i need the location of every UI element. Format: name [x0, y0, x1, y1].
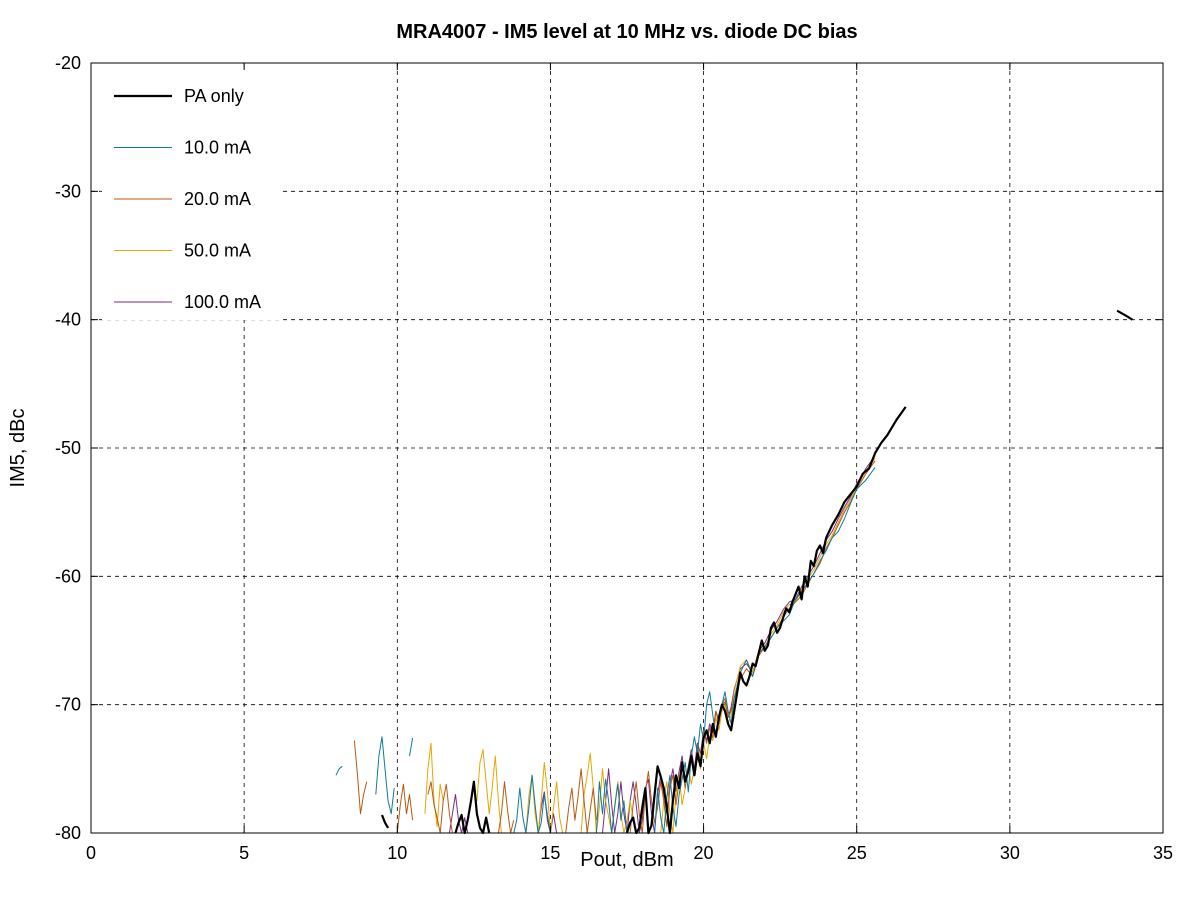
legend-label-100-0-ma: 100.0 mA: [184, 292, 261, 312]
x-tick-label: 30: [1000, 843, 1020, 863]
x-tick-label: 35: [1153, 843, 1173, 863]
axis-ticks: 0 5 10 15 20 25 30 35 -80 -70 -60 -50 -40 -30 -20: [55, 53, 1173, 863]
series-line-10-0-ma: [336, 322, 1132, 833]
x-tick-label: 0: [86, 843, 96, 863]
x-tick-label: 15: [540, 843, 560, 863]
x-tick-label: 5: [239, 843, 249, 863]
y-tick-label: -40: [55, 310, 81, 330]
legend-background: [102, 70, 282, 320]
y-axis-label: IM5, dBc: [7, 409, 29, 488]
y-tick-label: -30: [55, 181, 81, 201]
y-tick-label: -60: [55, 566, 81, 586]
y-tick-label: -20: [55, 53, 81, 73]
legend-label-20-0-ma: 20.0 mA: [184, 189, 251, 209]
x-tick-label: 20: [694, 843, 714, 863]
series-lines: [336, 309, 1133, 835]
y-tick-label: -70: [55, 695, 81, 715]
series-line-100-0-ma: [449, 325, 1132, 833]
series-line-20-0-ma: [354, 320, 1132, 833]
x-tick-label: 10: [387, 843, 407, 863]
legend: PA only 10.0 mA 20.0 mA 50.0 mA 100.0 mA: [102, 70, 282, 320]
y-tick-label: -50: [55, 438, 81, 458]
series-line-pa-only: [380, 309, 1133, 835]
x-axis-label: Pout, dBm: [580, 849, 673, 871]
y-tick-label: -80: [55, 823, 81, 843]
series-line-50-0-ma: [425, 322, 1133, 833]
legend-label-pa-only: PA only: [184, 86, 244, 106]
legend-label-10-0-ma: 10.0 mA: [184, 138, 251, 158]
chart-title: MRA4007 - IM5 level at 10 MHz vs. diode …: [396, 21, 857, 43]
x-tick-label: 25: [847, 843, 867, 863]
legend-label-50-0-ma: 50.0 mA: [184, 241, 251, 261]
